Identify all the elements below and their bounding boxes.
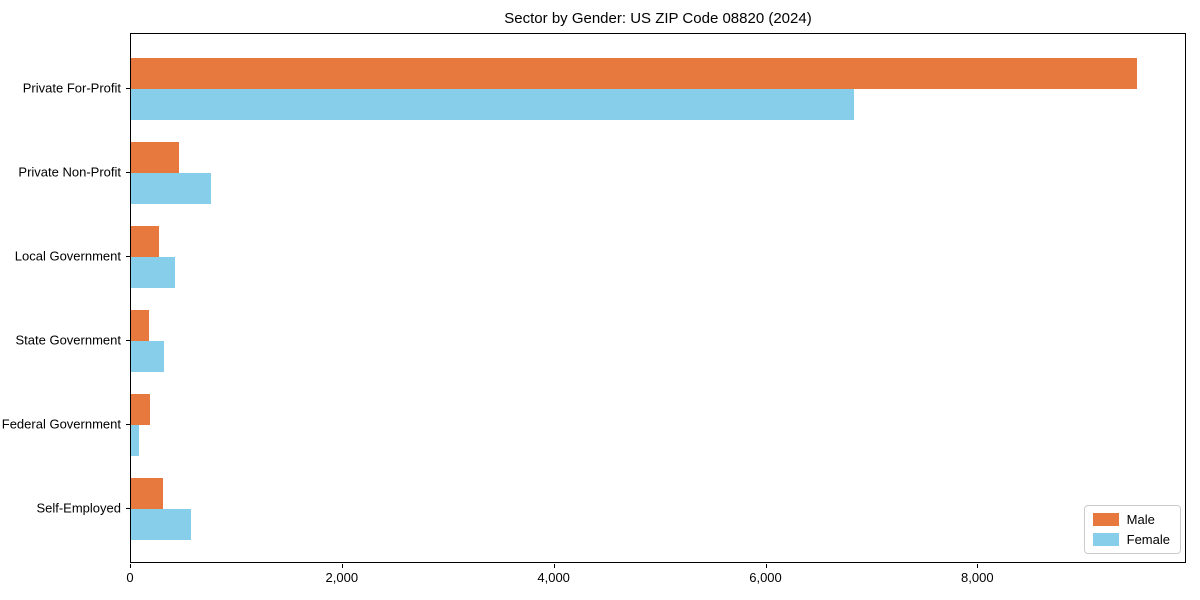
x-axis-tick xyxy=(765,564,767,568)
y-axis-tick xyxy=(126,172,130,173)
bar-male xyxy=(131,394,151,425)
legend: Male Female xyxy=(1083,505,1181,554)
x-axis-tick xyxy=(977,564,979,568)
bar-male xyxy=(131,310,149,341)
y-axis-tick xyxy=(126,256,130,257)
bar-female xyxy=(131,341,164,372)
legend-label-male: Male xyxy=(1126,512,1155,527)
legend-swatch-male xyxy=(1092,513,1119,526)
chart-title: Sector by Gender: US ZIP Code 08820 (202… xyxy=(504,10,812,27)
y-axis-category-label: Self-Employed xyxy=(36,500,121,516)
x-axis-tick xyxy=(130,564,131,568)
y-axis-category-label: Private Non-Profit xyxy=(18,164,121,180)
y-axis-category-label: Federal Government xyxy=(1,416,121,432)
x-axis-tick-label: 2,000 xyxy=(325,570,359,585)
x-axis-tick-label: 6,000 xyxy=(749,570,782,585)
y-axis-category-label: State Government xyxy=(15,332,122,348)
bar-male xyxy=(131,58,1138,89)
bar-female xyxy=(131,89,855,120)
legend-item-male: Male xyxy=(1092,512,1170,527)
legend-item-female: Female xyxy=(1092,532,1170,547)
y-axis-tick xyxy=(126,508,130,509)
bar-female xyxy=(131,173,212,204)
x-axis-tick-label: 4,000 xyxy=(537,570,570,585)
bar-male xyxy=(131,478,163,509)
bar-male xyxy=(131,142,179,173)
bar-female xyxy=(131,509,191,540)
x-axis-tick-label: 0 xyxy=(126,570,134,585)
y-axis-category-label: Local Government xyxy=(14,248,121,264)
y-axis-tick xyxy=(126,88,130,89)
y-axis-category-label: Private For-Profit xyxy=(22,80,121,96)
x-axis-tick-label: 8,000 xyxy=(961,570,994,585)
bar-female xyxy=(131,257,175,288)
bar-male xyxy=(131,226,159,257)
x-axis-tick xyxy=(553,564,555,568)
y-axis-tick xyxy=(126,340,130,341)
legend-label-female: Female xyxy=(1126,532,1170,547)
x-axis-tick xyxy=(341,564,343,568)
y-axis-tick xyxy=(126,424,130,425)
legend-swatch-female xyxy=(1092,533,1119,546)
bar-female xyxy=(131,425,139,456)
plot-area: Male Female xyxy=(130,33,1186,563)
